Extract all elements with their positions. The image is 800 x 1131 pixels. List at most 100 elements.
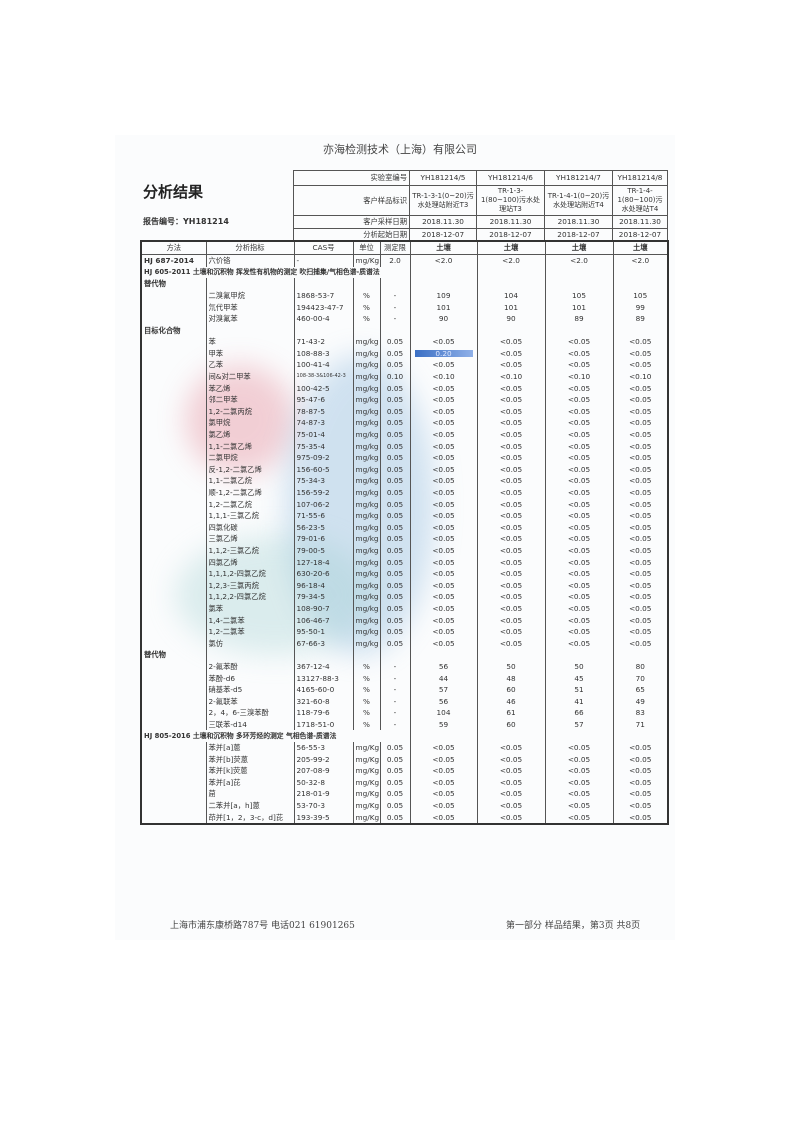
empty-cell (476, 730, 546, 742)
method-cell (140, 498, 207, 511)
table-row: 二苯并[a，h]蒽 53-70-3 mg/Kg 0.05 <0.05 <0.05 <0.05… (140, 799, 669, 812)
result-value: <0.05 (612, 498, 669, 511)
column-header: 分析指标 (205, 240, 295, 255)
method-section-title: HJ 605-2011 土壤和沉积物 挥发性有机物的测定 吹扫捕集/气相色谱-质… (140, 266, 411, 279)
empty-cell (409, 324, 478, 337)
category-row: 替代物 (140, 278, 669, 290)
table-row: 苯乙烯 100-42-5 mg/kg 0.05 <0.05 <0.05 <0.05 <0.05 (140, 382, 669, 395)
result-value: <0.05 (409, 544, 478, 557)
analyte-name: 1,2-二氯苯 (205, 626, 295, 638)
empty-cell (544, 730, 614, 742)
page-title: 分析结果 (143, 183, 204, 201)
footer-address: 上海市浦东康桥路787号 电话021 61901265 (170, 921, 355, 931)
cas-number: 118-79-6 (293, 707, 354, 719)
unit: mg/kg (352, 486, 381, 499)
result-value: <0.05 (409, 765, 478, 777)
analyte-name: 䓛 (205, 788, 295, 800)
unit: mg/kg (352, 591, 381, 603)
result-value: 56 (409, 695, 478, 708)
detection-limit: 0.05 (379, 799, 411, 812)
result-value: 105 (612, 289, 669, 302)
detection-limit: 0.05 (379, 521, 411, 534)
result-value: <0.05 (476, 591, 546, 603)
cas-number: 321-60-8 (293, 695, 354, 708)
method-cell (140, 753, 207, 766)
analyte-name: 氯乙烯 (205, 428, 295, 441)
highlighted-value: 0.20 (414, 350, 473, 357)
result-value: 60 (476, 718, 546, 731)
analyte-name: 1,1,2-三氯乙烷 (205, 544, 295, 557)
result-value: <0.05 (476, 394, 546, 406)
column-header-row: 方法 分析指标 CAS号 单位 测定限 土壤 土壤 土壤 土壤 (140, 240, 669, 255)
result-value: <0.05 (476, 382, 546, 395)
result-value: 60 (476, 683, 546, 696)
result-value: <0.05 (476, 417, 546, 429)
unit: mg/kg (352, 428, 381, 441)
detection-limit: - (379, 718, 411, 731)
table-row: 硝基苯-d5 4165-60-0% -57 60 51 65 (140, 683, 669, 696)
table-row: 2，4，6-三溴苯酚 118-79-6% -104 61 66 83 (140, 707, 669, 719)
unit: mg/kg (352, 521, 381, 534)
empty-cell (409, 649, 478, 661)
cas-number: 1868-53-7 (293, 289, 354, 302)
method-cell (140, 591, 207, 603)
result-value: <0.05 (409, 591, 478, 603)
empty-cell (612, 266, 669, 279)
result-value: <0.05 (544, 568, 614, 580)
method-cell (140, 394, 207, 406)
empty-cell (409, 266, 478, 279)
unit: mg/Kg (352, 765, 381, 777)
result-value: <0.05 (409, 776, 478, 789)
cas-number: 96-18-4 (293, 579, 354, 592)
result-value: <0.05 (409, 602, 478, 615)
result-value: <0.10 (476, 370, 546, 383)
sample-matrix: 土壤 (409, 240, 478, 255)
unit: mg/Kg (352, 799, 381, 812)
table-row: 甲苯 108-88-3 mg/kg 0.05 0.20 <0.05 <0.05 <0.05 (140, 347, 669, 360)
detection-limit: 0.05 (379, 347, 411, 360)
unit: mg/kg (352, 463, 381, 476)
result-value: <0.05 (612, 788, 669, 800)
detection-limit: 0.05 (379, 336, 411, 348)
result-value: <0.05 (612, 521, 669, 534)
results-table: 方法 分析指标 CAS号 单位 测定限 土壤 土壤 土壤 土壤 HJ 687-2014 六价铬 - mg… (140, 240, 669, 826)
empty-cell (205, 278, 295, 290)
method-cell (140, 811, 207, 825)
result-value: 89 (544, 312, 614, 325)
cas-number: 75-01-4 (293, 428, 354, 441)
result-value: 59 (409, 718, 478, 731)
cas-number: 156-59-2 (293, 486, 354, 499)
result-value: <0.05 (409, 463, 478, 476)
method-cell (140, 556, 207, 569)
result-value: <0.05 (612, 741, 669, 754)
method-cell (140, 765, 207, 777)
analyte-name: 四氯乙烯 (205, 556, 295, 569)
method-cell (140, 788, 207, 800)
unit: mg/kg (352, 370, 381, 383)
analyte-name: 1,1,2,2-四氯乙烷 (205, 591, 295, 603)
result-value: <0.05 (544, 626, 614, 638)
cas-number: 108-38-3&106-42-3 (293, 370, 354, 383)
method-cell (140, 718, 207, 731)
method-cell (140, 683, 207, 696)
method-cell (140, 776, 207, 789)
result-value: <0.05 (544, 452, 614, 464)
result-value: 51 (544, 683, 614, 696)
result-value: <0.05 (409, 510, 478, 522)
method-cell (140, 370, 207, 383)
cas-number: - (293, 254, 354, 267)
detection-limit: 0.05 (379, 753, 411, 766)
unit: mg/Kg (352, 741, 381, 754)
result-value: <0.05 (476, 614, 546, 626)
cas-number: 205-99-2 (293, 753, 354, 766)
result-value: <0.05 (612, 799, 669, 812)
empty-cell (476, 649, 546, 661)
result-value: <0.05 (409, 440, 478, 453)
unit: mg/kg (352, 510, 381, 522)
report-number: 报告编号：YH181214 (143, 217, 229, 226)
result-value: <0.05 (476, 521, 546, 534)
cas-number: 71-55-6 (293, 510, 354, 522)
cas-number: 107-06-2 (293, 498, 354, 511)
analyte-name: 茚并[1，2，3-c，d]芘 (205, 811, 295, 825)
cas-number: 1718-51-0 (293, 718, 354, 731)
